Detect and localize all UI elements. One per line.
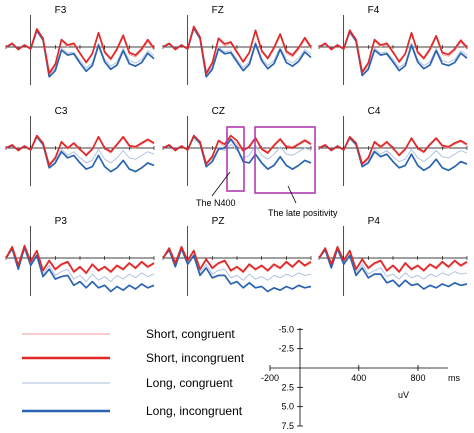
erp-waveform-short-incongruent <box>318 29 468 74</box>
erp-waveform-short-congruent <box>318 137 468 164</box>
cz-annotations: The N400 The late positivity <box>196 126 338 218</box>
electrode-label: CZ <box>212 106 225 117</box>
legend-item: Long, incongruent <box>22 404 243 418</box>
panel-f3: F3 <box>5 5 155 85</box>
erp-waveform-long-incongruent <box>5 135 155 173</box>
electrode-label: C4 <box>368 106 381 117</box>
panel-f4: F4 <box>318 5 468 85</box>
erp-waveform-short-incongruent <box>5 244 155 274</box>
n400-label: The N400 <box>196 198 236 208</box>
erp-waveform-short-incongruent <box>162 134 312 165</box>
electrode-label: FZ <box>212 5 224 16</box>
erp-waveform-short-congruent <box>162 27 312 73</box>
scale-x-tick-label: -200 <box>261 373 279 383</box>
electrode-panels: F3 FZ F4 C3 CZ C4 P3 PZ P4 <box>5 5 468 296</box>
erp-waveform-short-incongruent <box>318 135 468 165</box>
scale-x-tick-label: 400 <box>351 373 366 383</box>
panel-c3: C3 <box>5 106 155 186</box>
scale-y-unit: uV <box>398 390 409 400</box>
erp-waveform-long-incongruent <box>318 247 468 290</box>
erp-waveform-long-incongruent <box>5 246 155 293</box>
legend-label: Long, incongruent <box>146 404 243 418</box>
legend-item: Short, incongruent <box>22 351 245 365</box>
panel-p4: P4 <box>318 216 468 296</box>
electrode-label: P4 <box>368 216 381 227</box>
scale-y-tick-label: 7.5 <box>281 421 294 431</box>
n400-pointer <box>211 171 231 197</box>
electrode-label: P3 <box>55 216 68 227</box>
erp-waveform-long-congruent <box>5 137 155 166</box>
scale-x-unit: ms <box>448 373 460 383</box>
electrode-label: C3 <box>55 106 68 117</box>
late-positivity-highlight-box <box>254 126 316 194</box>
erp-waveform-short-incongruent <box>5 134 155 167</box>
n400-highlight-box <box>226 126 245 192</box>
erp-waveform-short-incongruent <box>162 25 312 75</box>
panel-fz: FZ <box>162 5 312 85</box>
erp-waveform-long-incongruent <box>318 136 468 172</box>
late-positivity-label: The late positivity <box>268 208 338 218</box>
erp-waveform-short-incongruent <box>162 245 312 273</box>
erp-waveform-short-congruent <box>5 30 155 73</box>
erp-waveform-short-incongruent <box>318 245 468 273</box>
legend: Short, congruent Short, incongruent Long… <box>22 327 245 418</box>
electrode-label: F4 <box>368 5 380 16</box>
panel-pz: PZ <box>162 216 312 296</box>
late-positivity-pointer <box>287 185 297 204</box>
legend-label: Short, incongruent <box>146 351 245 365</box>
scale-x-tick-label: 800 <box>410 373 425 383</box>
panel-p3: P3 <box>5 216 155 296</box>
erp-waveform-short-congruent <box>318 247 468 274</box>
electrode-label: F3 <box>55 5 67 16</box>
erp-waveform-short-congruent <box>5 136 155 165</box>
scale-y-tick-label: -2.5 <box>278 344 294 354</box>
electrode-label: PZ <box>212 216 225 227</box>
erp-waveform-long-incongruent <box>162 247 312 293</box>
scale-bar: -200 400 800 -5.0 -2.5 2.5 5.0 7.5 ms uV <box>261 324 461 431</box>
legend-item: Long, congruent <box>22 376 233 390</box>
scale-y-tick-label: 2.5 <box>281 382 294 392</box>
legend-label: Long, congruent <box>146 376 233 390</box>
panel-cz: CZ <box>162 106 312 186</box>
legend-item: Short, congruent <box>22 327 235 341</box>
legend-label: Short, congruent <box>146 327 235 341</box>
panel-c4: C4 <box>318 106 468 186</box>
scale-y-tick-label: -5.0 <box>278 324 294 334</box>
scale-y-tick-label: 5.0 <box>281 402 294 412</box>
erp-waveform-short-incongruent <box>5 28 155 75</box>
erp-waveform-short-congruent <box>162 247 312 274</box>
